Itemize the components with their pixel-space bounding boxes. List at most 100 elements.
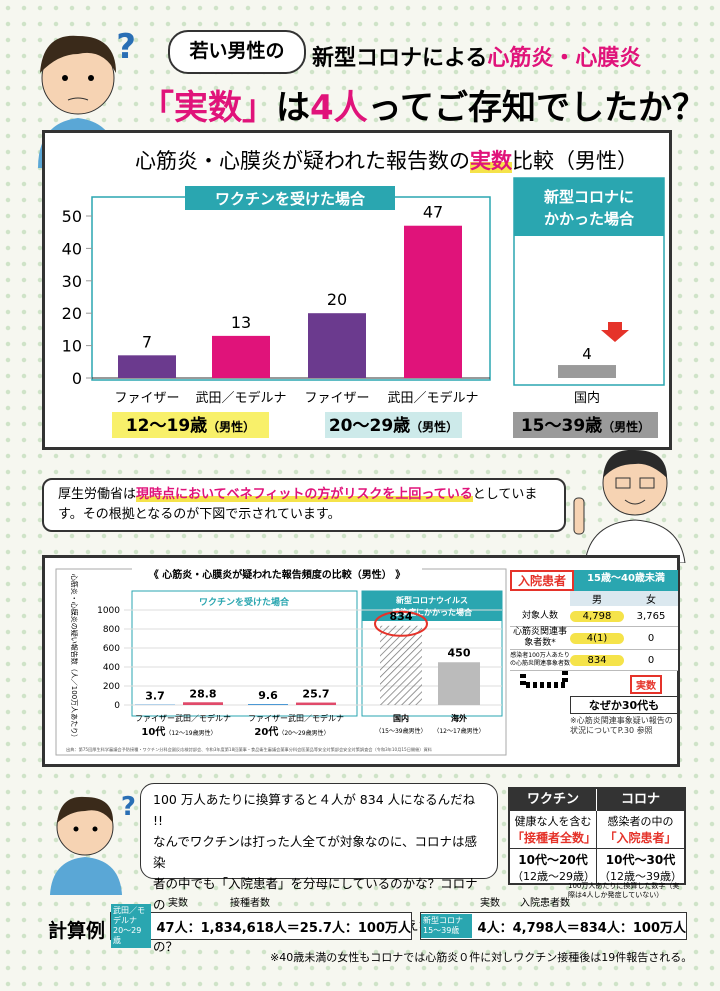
table-cell: 0: [647, 654, 655, 666]
category-label: 武田／モデルナ: [288, 713, 344, 723]
source-note: 出典：第75回厚生科学審議会予防接種・ワクチン分科会副反応検討部会、令和3年度第…: [66, 746, 433, 753]
category-label: 海外: [451, 713, 467, 723]
table-cell: 0: [647, 632, 655, 644]
group-age: 15〜39歳: [521, 415, 602, 436]
speech-line: 者の中でも「入院患者」を分母にしているのかな？コロナの: [153, 876, 478, 912]
group-box: [112, 412, 269, 438]
category-label: 武田／モデルナ: [175, 713, 231, 723]
group-label: 12〜19歳（男性）: [126, 415, 255, 436]
text: 実数: [168, 898, 188, 909]
table-cell: 感染者100万人あたりの心筋炎関連事象者数: [510, 652, 571, 667]
tag: 入院患者: [510, 570, 574, 591]
text: （12歳〜39歳）: [599, 870, 682, 883]
calc-label: 計算例: [48, 920, 106, 942]
text: 10代〜30代: [605, 853, 676, 867]
group-label: 15〜39歳（男性）: [521, 415, 650, 436]
bar: [183, 702, 223, 705]
value-label: 450: [448, 646, 471, 659]
table-row: 感染者100万人あたりの心筋炎関連事象者数 834 0: [510, 650, 678, 671]
col: 男: [592, 595, 602, 606]
table-cell: 4(1): [570, 632, 624, 644]
table-cell: 4,798: [570, 610, 624, 622]
text: 「入院患者」: [604, 831, 677, 845]
panel-label: ワクチンを受けた場合: [199, 596, 290, 608]
tag: 新型コロナ 15〜39歳: [421, 914, 472, 938]
title-text: ってご存知でしたか？: [367, 88, 706, 128]
highlight: 現時点においてベネフィットの方がリスクを上回っている: [136, 487, 473, 502]
group-age: 20代: [254, 725, 278, 738]
y-tick-label: 40: [62, 239, 82, 258]
bar: [438, 662, 480, 705]
title-text: 新型コロナによる: [312, 46, 488, 71]
bubble: 若い男性の: [168, 30, 306, 74]
group-note: （12〜19歳男性）: [165, 729, 216, 737]
bar: [308, 313, 366, 378]
text: 「接種者全数」: [512, 831, 597, 845]
value-label: 47: [423, 203, 443, 222]
group-age: 10代: [141, 725, 165, 738]
panel-label: 新型コロナに: [544, 188, 634, 206]
group-box: [325, 412, 462, 438]
panel-label: 新型コロナウイルス: [396, 595, 468, 605]
formula: 47人：1,834,618人＝25.7人：100万人: [156, 920, 412, 936]
title-line2: 「実数」は4人ってご存知でしたか？: [140, 80, 706, 129]
value-label: 13: [231, 313, 251, 332]
panel-label: かかった場合: [544, 210, 635, 228]
bar: [380, 625, 422, 705]
category-label: ファイザー: [135, 714, 175, 723]
compare-cell: 感染者の中の 「入院患者」: [597, 811, 684, 849]
highlight-ring: [374, 610, 428, 637]
speech-line: 100 万人あたりに換算すると４人が 834 人になるんだね !!: [153, 792, 476, 828]
tag: 実数: [630, 675, 662, 694]
y-tick-label: 0: [72, 369, 82, 388]
category-note: （12〜17歳男性）: [433, 727, 484, 735]
label-box: [185, 186, 395, 210]
y-axis-label: 心筋炎・心膜炎の疑い報告数（人／100万人あたり）: [70, 574, 79, 741]
compare-cell: 10代〜30代 （12歳〜39歳）: [597, 849, 684, 886]
compare-head: ワクチン: [510, 789, 597, 811]
title-text: 比較（男性）: [511, 149, 638, 173]
qr-note: ※心筋炎関連事象疑い報告の状況についてP.30 参照: [570, 716, 673, 735]
table-cell: 対象人数: [521, 610, 558, 621]
text: 接種者数: [230, 898, 270, 909]
group-sex: （男性）: [410, 419, 458, 434]
y-tick-label: 50: [62, 207, 82, 226]
compare-cell: 健康な人を含む 「接種者全数」: [510, 811, 597, 849]
chart-title: 《 心筋炎・心膜炎が疑われた報告頻度の比較（男性） 》: [149, 568, 405, 581]
tag: 武田／モデルナ 20〜29歳: [111, 904, 151, 948]
title-bg: [132, 567, 422, 581]
group-label: 10代（12〜19歳男性）: [141, 725, 216, 738]
speech-bubble: 厚生労働省は現時点においてベネフィットの方がリスクを上回っているとしています。そ…: [42, 478, 566, 532]
compare-table: ワクチン コロナ 健康な人を含む 「接種者全数」 感染者の中の 「入院患者」 10代…: [508, 787, 686, 886]
title-text: は: [276, 88, 310, 128]
table-row: 心筋炎関連事象者数* 4(1) 0: [510, 627, 678, 650]
table-cell: 3,765: [636, 610, 666, 622]
category-label: 国内: [393, 713, 409, 723]
value-label: 25.7: [302, 688, 329, 701]
y-tick-label: 200: [103, 682, 120, 692]
col: 女: [646, 595, 656, 606]
tag: なぜか30代も: [570, 696, 678, 714]
main-chart-title: 心筋炎・心膜炎が疑われた報告数の実数比較（男性）: [135, 145, 638, 175]
category-label: 武田／モデルナ: [195, 390, 286, 406]
title-text: 心筋炎・心膜炎が疑われた報告数の: [135, 149, 470, 173]
y-tick-label: 0: [114, 701, 120, 711]
group-box: [513, 412, 658, 438]
main-chart: 0 10 20 30 40 50 7 ファイザー 13 武田／モデルナ 20 ファイザー 47 武田／モデ…: [62, 177, 665, 438]
group-age: 20〜29歳: [329, 415, 410, 436]
compare-head: コロナ: [597, 789, 684, 811]
group-note: （20〜29歳男性）: [278, 729, 329, 737]
table-cell: 834: [570, 654, 624, 666]
table-cell: 心筋炎関連事象者数*: [512, 627, 567, 648]
category-label: 武田／モデルナ: [387, 390, 478, 406]
side-table: 入院患者 15歳〜40歳未満 男 女 対象人数 4,798 3,765 心筋炎関連事象者…: [510, 570, 678, 736]
formula: 4人：4,798人＝834人：100万人: [477, 920, 686, 936]
y-tick-label: 20: [62, 304, 82, 323]
text: 10代〜20代: [518, 853, 588, 867]
group-sex: （男性）: [207, 419, 255, 434]
value-label: 4: [582, 345, 592, 363]
text: （12歳〜29歳）: [512, 870, 595, 883]
group-sex: （男性）: [602, 419, 650, 434]
text: 感染者の中の: [607, 815, 674, 828]
y-tick-label: 800: [103, 625, 120, 635]
